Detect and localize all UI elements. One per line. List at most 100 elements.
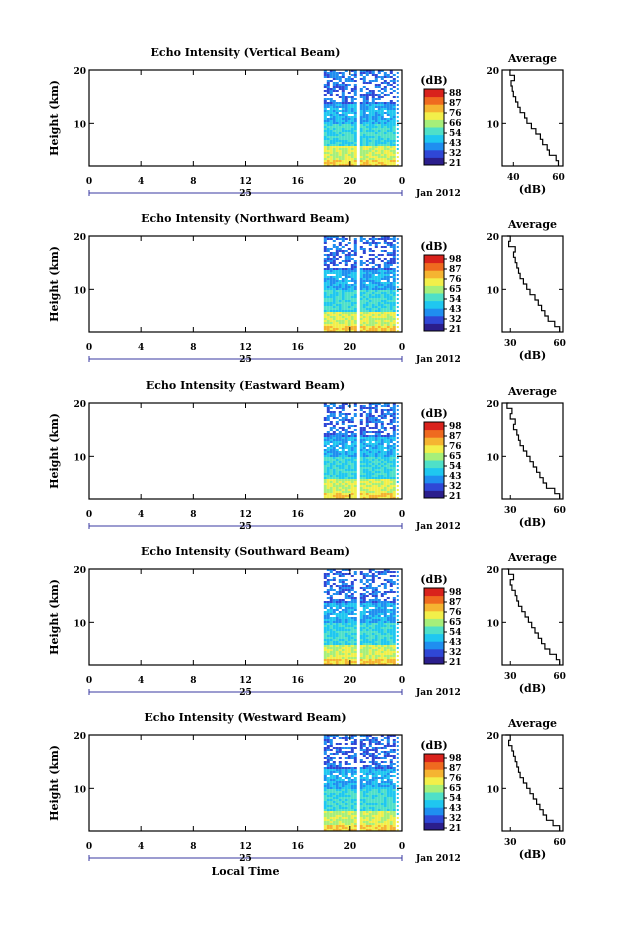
heatmap-cell xyxy=(371,475,375,477)
heatmap-cell xyxy=(380,497,384,499)
heatmap-cell xyxy=(392,150,396,152)
heatmap-cell xyxy=(341,601,345,603)
heatmap-cell xyxy=(374,154,378,156)
heatmap-cell xyxy=(344,803,348,805)
heatmap-cell xyxy=(374,290,378,292)
heatmap-cell xyxy=(326,823,330,825)
heatmap-cell xyxy=(362,437,366,439)
heatmap-cell xyxy=(344,569,348,571)
heatmap-cell xyxy=(362,156,366,158)
heatmap-cell xyxy=(371,106,375,108)
heatmap-cell xyxy=(332,491,336,493)
heatmap-cell xyxy=(341,116,345,118)
heatmap-cell xyxy=(368,633,372,635)
heatmap-cell xyxy=(396,603,399,605)
heatmap-cell xyxy=(323,403,327,405)
heatmap-cell xyxy=(341,304,345,306)
heatmap-cell xyxy=(380,771,384,773)
heatmap-cell xyxy=(329,132,333,134)
heatmap-cell xyxy=(332,292,336,294)
heatmap-cell xyxy=(377,777,381,779)
heatmap-cell xyxy=(323,613,327,615)
heatmap-cell xyxy=(362,82,366,84)
heatmap-cell xyxy=(341,292,345,294)
heatmap-cell xyxy=(389,771,393,773)
heatmap-cell xyxy=(359,623,363,625)
heatmap-cell xyxy=(386,753,390,755)
heatmap-cell xyxy=(386,318,390,320)
heatmap-cell xyxy=(326,302,330,304)
heatmap-cell xyxy=(323,160,327,162)
heatmap-cell xyxy=(347,573,351,575)
heatmap-cell xyxy=(323,625,327,627)
heatmap-cell xyxy=(344,807,348,809)
heatmap-cell xyxy=(392,815,396,817)
heatmap-cell xyxy=(353,655,357,657)
heatmap-cell xyxy=(368,304,372,306)
average-profile-line xyxy=(506,235,561,332)
heatmap-cell xyxy=(332,445,336,447)
heatmap-cell xyxy=(335,661,339,663)
heatmap-cell xyxy=(329,148,333,150)
heatmap-cell xyxy=(359,745,363,747)
heatmap-cell xyxy=(362,771,366,773)
heatmap-cell xyxy=(386,76,390,78)
heatmap-cell xyxy=(338,587,342,589)
heatmap-cell xyxy=(338,585,342,587)
heatmap-cell xyxy=(347,328,351,330)
heatmap-cell xyxy=(350,787,354,789)
heatmap-cell xyxy=(377,439,381,441)
heatmap-cell xyxy=(380,441,384,443)
heatmap-cell xyxy=(350,108,354,110)
heatmap-cell xyxy=(323,789,327,791)
heatmap-cell xyxy=(377,571,381,573)
heatmap-cell xyxy=(341,252,345,254)
heatmap-cell xyxy=(326,148,330,150)
x-tick-label: 8 xyxy=(190,510,196,520)
heatmap-cell xyxy=(335,120,339,122)
heatmap-cell xyxy=(338,625,342,627)
heatmap-cell xyxy=(374,793,378,795)
heatmap-cell xyxy=(332,449,336,451)
heatmap-cell xyxy=(371,467,375,469)
heatmap-cell xyxy=(392,308,396,310)
heatmap-cell xyxy=(365,765,369,767)
heatmap-cell xyxy=(368,128,372,130)
heatmap-cell xyxy=(389,138,393,140)
heatmap-cell xyxy=(353,801,357,803)
heatmap-cell xyxy=(377,431,381,433)
heatmap-cell xyxy=(341,421,345,423)
heatmap-cell xyxy=(338,467,342,469)
heatmap-cell xyxy=(389,435,393,437)
heatmap-cell xyxy=(329,783,333,785)
heatmap-cell xyxy=(374,825,378,827)
heatmap-cell xyxy=(392,817,396,819)
heatmap-cell xyxy=(341,637,345,639)
heatmap-cell xyxy=(335,74,339,76)
heatmap-cell xyxy=(371,160,375,162)
heatmap-cell xyxy=(335,817,339,819)
heatmap-cell xyxy=(380,106,384,108)
heatmap-cell xyxy=(368,308,372,310)
heatmap-cell xyxy=(396,72,399,74)
heatmap-cell xyxy=(371,487,375,489)
heatmap-cell xyxy=(338,647,342,649)
heatmap-cell xyxy=(365,138,369,140)
heatmap-cell xyxy=(335,236,339,238)
heatmap-cell xyxy=(332,70,336,72)
heatmap-cell xyxy=(374,615,378,617)
heatmap-cell xyxy=(323,455,327,457)
heatmap-cell xyxy=(380,767,384,769)
heatmap-cell xyxy=(383,625,387,627)
heatmap-cell xyxy=(335,625,339,627)
heatmap-cell xyxy=(347,799,351,801)
heatmap-cell xyxy=(344,110,348,112)
heatmap-cell xyxy=(350,493,354,495)
heatmap-cell xyxy=(362,110,366,112)
heatmap-cell xyxy=(396,306,399,308)
heatmap-cell xyxy=(338,316,342,318)
heatmap-cell xyxy=(371,575,375,577)
heatmap-cell xyxy=(377,607,381,609)
heatmap-cell xyxy=(323,439,327,441)
heatmap-cell xyxy=(338,322,342,324)
